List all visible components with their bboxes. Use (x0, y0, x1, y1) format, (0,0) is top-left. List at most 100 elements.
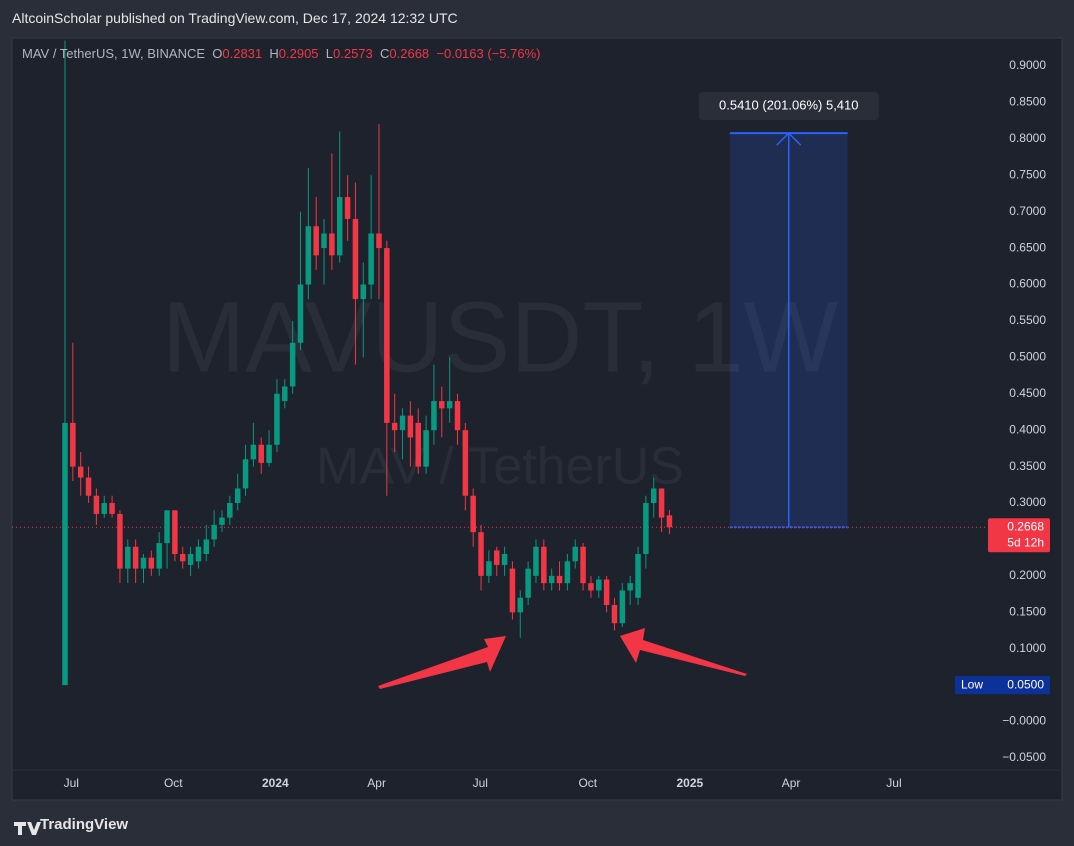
low-tag-value: 0.0500 (1007, 677, 1044, 691)
candle-body (187, 554, 194, 565)
candle-body (525, 568, 531, 598)
candle-body (125, 546, 131, 569)
projection-arrow-head (776, 132, 802, 146)
y-tick-label: −0.0500 (1002, 750, 1046, 764)
y-tick-label: −0.0000 (1002, 714, 1046, 728)
candle-body (423, 430, 429, 467)
candle-body (580, 546, 586, 584)
candle-body (478, 532, 484, 576)
candle-body (140, 557, 147, 569)
candle-body (446, 401, 453, 409)
candle-body (172, 510, 178, 555)
y-tick-label: 0.1500 (1009, 604, 1046, 618)
y-tick-label: 0.9000 (1009, 58, 1046, 72)
candle-body (109, 503, 115, 514)
candle-body (352, 218, 359, 300)
candle-body (501, 554, 508, 565)
candle-body (431, 401, 437, 431)
y-tick-label: 0.7500 (1009, 167, 1046, 181)
x-tick-label: Jul (886, 776, 901, 790)
candle-body (572, 546, 578, 562)
candle-body (242, 459, 249, 489)
candle-body (509, 568, 516, 613)
candle-body (658, 488, 665, 518)
candle-body (462, 430, 469, 496)
countdown: 5d 12h (1007, 535, 1044, 549)
y-tick-label: 0.7000 (1009, 204, 1046, 218)
publisher: AltcoinScholar published on TradingView.… (12, 10, 458, 26)
candle-body (407, 415, 414, 438)
price-tag-value: 0.2668 (1007, 519, 1044, 533)
candle-body (148, 557, 155, 569)
candle-body (156, 543, 162, 569)
candle-body (313, 226, 319, 256)
brand: TradingView (40, 816, 129, 833)
x-tick-label: Jul (473, 776, 488, 790)
candle-body (517, 597, 524, 613)
logo (14, 822, 41, 835)
candle-body (297, 284, 304, 343)
candle-body (62, 422, 68, 686)
candle-body (588, 583, 594, 591)
candle-body (611, 605, 618, 624)
y-tick-label: 0.5000 (1009, 350, 1046, 364)
y-tick-label: 0.4000 (1009, 422, 1046, 436)
candle-body (164, 510, 170, 544)
chart-panel (11, 37, 1063, 801)
candle-body (344, 197, 351, 219)
low-tag (955, 676, 1050, 695)
candle-body (70, 422, 76, 467)
y-tick-label: 0.4500 (1009, 386, 1046, 400)
y-tick-label: 0.8000 (1009, 131, 1046, 145)
x-tick-label: Jul (64, 776, 79, 790)
h-value: 0.2905 (278, 46, 319, 61)
candle-body (470, 495, 476, 533)
watermark: MAVUSDT, 1W (162, 281, 839, 393)
y-tick-label: 0.2000 (1009, 568, 1046, 582)
candle-body (548, 575, 555, 584)
y-tick-label: 0.6500 (1009, 240, 1046, 254)
candle-body (195, 546, 202, 562)
x-tick-label: Apr (782, 776, 801, 790)
candle-body (368, 233, 374, 285)
candle-body (376, 233, 382, 249)
candle-body (179, 554, 186, 562)
candle-body (399, 415, 406, 431)
y-tick-label: 0.8500 (1009, 95, 1046, 109)
candle-body (132, 546, 139, 569)
l-label: L (325, 46, 333, 61)
y-tick-label: 0.6000 (1009, 277, 1046, 291)
projection-label-box (698, 92, 879, 121)
candle-body (274, 393, 280, 445)
candle-body (234, 488, 241, 504)
candle-body (266, 444, 272, 463)
change: −0.0163 (−5.76%) (436, 46, 541, 61)
candle-body (117, 513, 123, 569)
symbol: MAV / TetherUS, 1W, BINANCE (22, 46, 206, 61)
candle-body (666, 515, 673, 528)
legend: MAV / TetherUS, 1W, BINANCE O0.2831 H0.2… (22, 46, 540, 61)
candle-body (101, 503, 107, 514)
candle-body (282, 386, 288, 402)
price-tag (988, 518, 1050, 553)
arrow (620, 628, 747, 676)
projection-label: 0.5410 (201.06%) 5,410 (719, 98, 859, 113)
y-tick-label: 0.3500 (1009, 459, 1046, 473)
candle-body (533, 546, 539, 576)
x-tick-label: Apr (367, 776, 386, 790)
candle-body (596, 579, 602, 591)
candle-body (250, 444, 257, 460)
x-tick-label: Oct (164, 776, 183, 790)
o-label: O (212, 46, 223, 61)
candle-body (564, 561, 571, 584)
candle-body (650, 488, 657, 504)
candle-body (93, 495, 100, 514)
candle-body (493, 550, 500, 565)
y-tick-label: 0.3000 (1009, 495, 1046, 509)
candle-body (77, 466, 84, 478)
candle-body (541, 546, 547, 584)
c-label: C (380, 46, 390, 61)
candle-body (321, 233, 327, 249)
